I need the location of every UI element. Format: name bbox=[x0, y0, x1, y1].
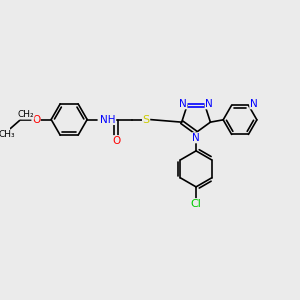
Text: O: O bbox=[32, 115, 40, 124]
Text: O: O bbox=[112, 136, 120, 146]
Text: N: N bbox=[179, 99, 187, 109]
Text: N: N bbox=[250, 99, 257, 109]
Text: CH₃: CH₃ bbox=[0, 130, 15, 139]
Text: N: N bbox=[205, 99, 213, 109]
Text: Cl: Cl bbox=[190, 199, 202, 209]
Text: NH: NH bbox=[100, 115, 116, 124]
Text: S: S bbox=[142, 115, 150, 124]
Text: N: N bbox=[192, 133, 200, 143]
Text: CH₂: CH₂ bbox=[17, 110, 34, 119]
